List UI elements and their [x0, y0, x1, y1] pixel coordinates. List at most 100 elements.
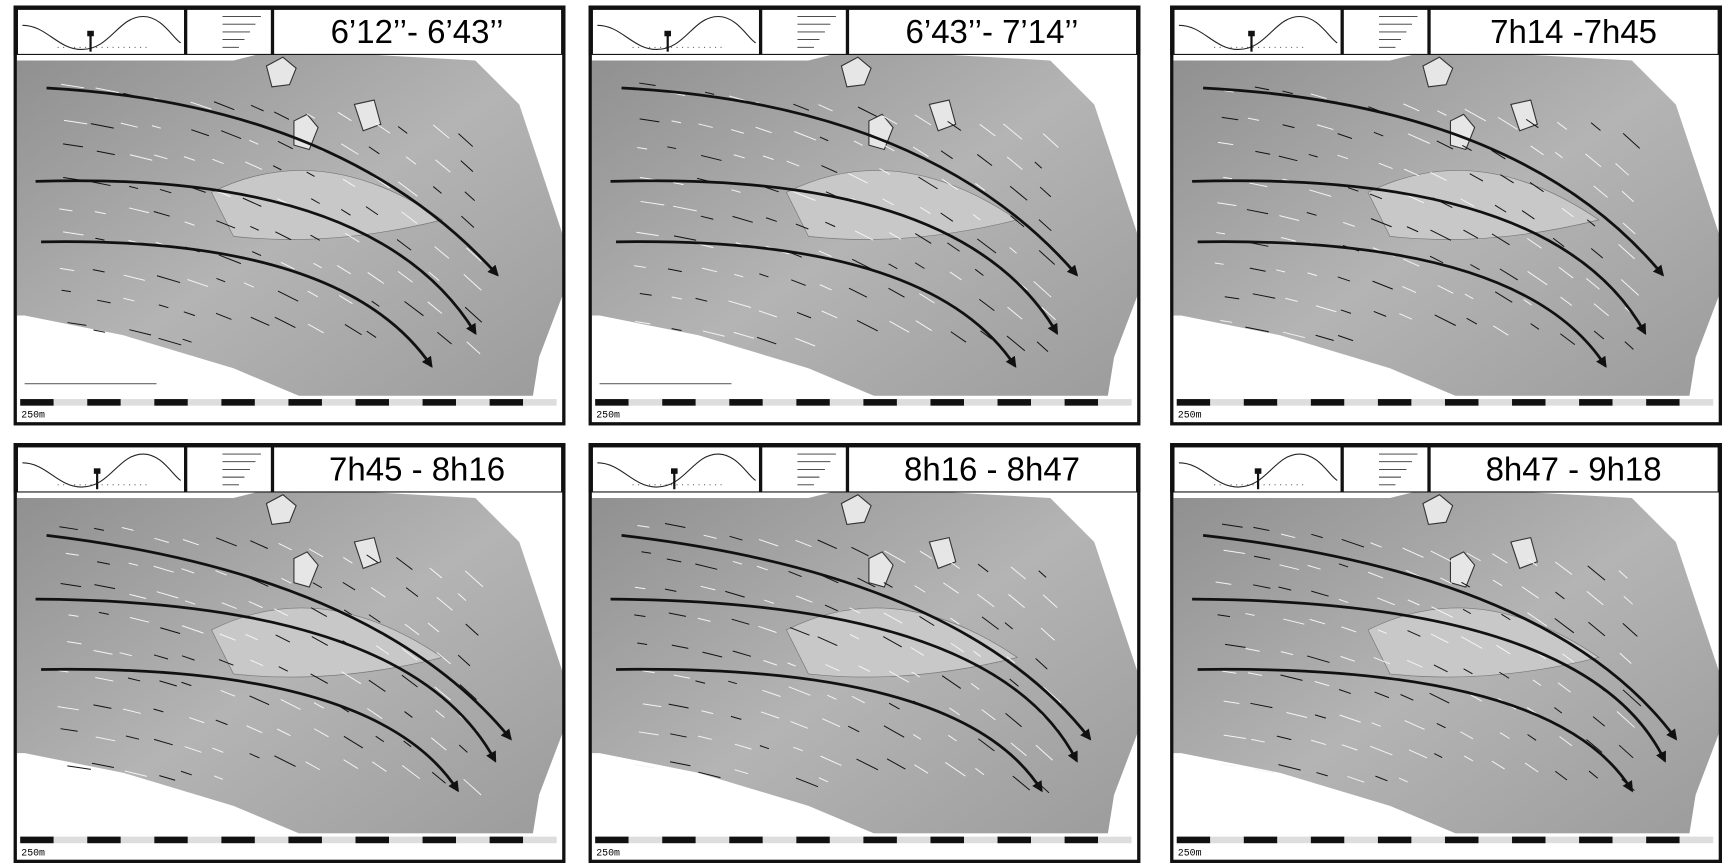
tide-marker-head [87, 31, 94, 36]
scale-segment [763, 837, 797, 844]
scale-segment [154, 399, 188, 406]
scale-segment [1478, 837, 1512, 844]
scale-segment [255, 399, 289, 406]
scale-segment [729, 837, 763, 844]
scale-segment [188, 837, 222, 844]
scale-segment [389, 837, 423, 844]
panel-title: 8h47 - 9h18 [1486, 450, 1662, 487]
scale-label: 250m [596, 410, 620, 421]
scale-segment [1512, 837, 1546, 844]
scale-label: 250m [1178, 847, 1202, 858]
map-panel: 7h45 - 8h16 250m [14, 443, 566, 863]
scale-segment [629, 399, 663, 406]
scale-segment [1311, 399, 1345, 406]
scale-segment [763, 399, 797, 406]
scale-segment [1210, 399, 1244, 406]
scale-segment [523, 399, 557, 406]
tide-marker-head [1255, 468, 1262, 473]
scale-segment [1098, 837, 1132, 844]
scale-segment [456, 399, 490, 406]
scale-segment [964, 399, 998, 406]
scale-segment [255, 837, 289, 844]
tide-marker-head [671, 468, 678, 473]
scale-segment [729, 399, 763, 406]
scale-segment [1613, 837, 1647, 844]
scale-segment [121, 399, 155, 406]
scale-segment [54, 837, 88, 844]
scale-segment [121, 837, 155, 844]
scale-segment [1378, 399, 1412, 406]
scale-segment [629, 837, 663, 844]
scale-segment [796, 399, 830, 406]
scale-segment [1344, 399, 1378, 406]
scale-segment [221, 837, 255, 844]
scale-segment [1680, 399, 1714, 406]
scale-segment [20, 399, 54, 406]
scale-segment [355, 399, 389, 406]
scale-label: 250m [1178, 410, 1202, 421]
scale-segment [87, 399, 121, 406]
scale-segment [322, 399, 356, 406]
tide-marker-head [1248, 31, 1255, 36]
map-panel: 8h16 - 8h47 250m [589, 443, 1141, 863]
scale-segment [1646, 837, 1680, 844]
scale-label: 250m [21, 410, 45, 421]
scale-segment [188, 399, 222, 406]
scale-segment [523, 837, 557, 844]
scale-segment [1378, 837, 1412, 844]
scale-segment [796, 837, 830, 844]
scale-segment [389, 399, 423, 406]
scale-segment [1579, 399, 1613, 406]
scale-segment [20, 837, 54, 844]
scale-segment [1098, 399, 1132, 406]
scale-segment [662, 837, 696, 844]
scale-segment [1646, 399, 1680, 406]
scale-segment [595, 837, 629, 844]
scale-segment [456, 837, 490, 844]
scale-segment [930, 399, 964, 406]
scale-segment [1445, 837, 1479, 844]
scale-segment [1177, 399, 1211, 406]
scale-segment [964, 837, 998, 844]
scale-segment [1065, 399, 1099, 406]
scale-segment [87, 837, 121, 844]
scale-segment [930, 837, 964, 844]
scale-segment [696, 399, 730, 406]
scale-segment [595, 399, 629, 406]
scale-segment [490, 837, 524, 844]
scale-segment [830, 399, 864, 406]
scale-segment [1344, 837, 1378, 844]
map-panel: 7h14 -7h45 250m [1170, 5, 1722, 425]
scale-segment [1411, 399, 1445, 406]
scale-segment [1546, 837, 1580, 844]
scale-segment [1579, 837, 1613, 844]
panel-title: 8h16 - 8h47 [904, 450, 1080, 487]
scale-label: 250m [21, 847, 45, 858]
scale-segment [1512, 399, 1546, 406]
scale-segment [1244, 837, 1278, 844]
scale-segment [696, 837, 730, 844]
scale-segment [998, 399, 1032, 406]
map-panel: 6’43’’- 7’14’’ 250m [589, 5, 1141, 425]
tide-marker-head [664, 31, 671, 36]
scale-segment [998, 837, 1032, 844]
scale-segment [1445, 399, 1479, 406]
scale-segment [54, 399, 88, 406]
map-panel: 6’12’’- 6’43’’250m [14, 5, 566, 425]
scale-label: 250m [596, 847, 620, 858]
scale-segment [423, 399, 457, 406]
scale-segment [1277, 399, 1311, 406]
scale-segment [1478, 399, 1512, 406]
panel-title: 7h45 - 8h16 [329, 450, 505, 487]
scale-segment [897, 399, 931, 406]
scale-segment [1613, 399, 1647, 406]
scale-segment [1065, 837, 1099, 844]
scale-segment [830, 837, 864, 844]
scale-segment [662, 399, 696, 406]
scale-segment [288, 399, 322, 406]
panel-title: 7h14 -7h45 [1490, 13, 1657, 50]
scale-segment [897, 837, 931, 844]
scale-segment [1311, 837, 1345, 844]
panel-title: 6’43’’- 7’14’’ [906, 13, 1079, 50]
map-panel: 8h47 - 9h18 250m [1170, 443, 1722, 863]
